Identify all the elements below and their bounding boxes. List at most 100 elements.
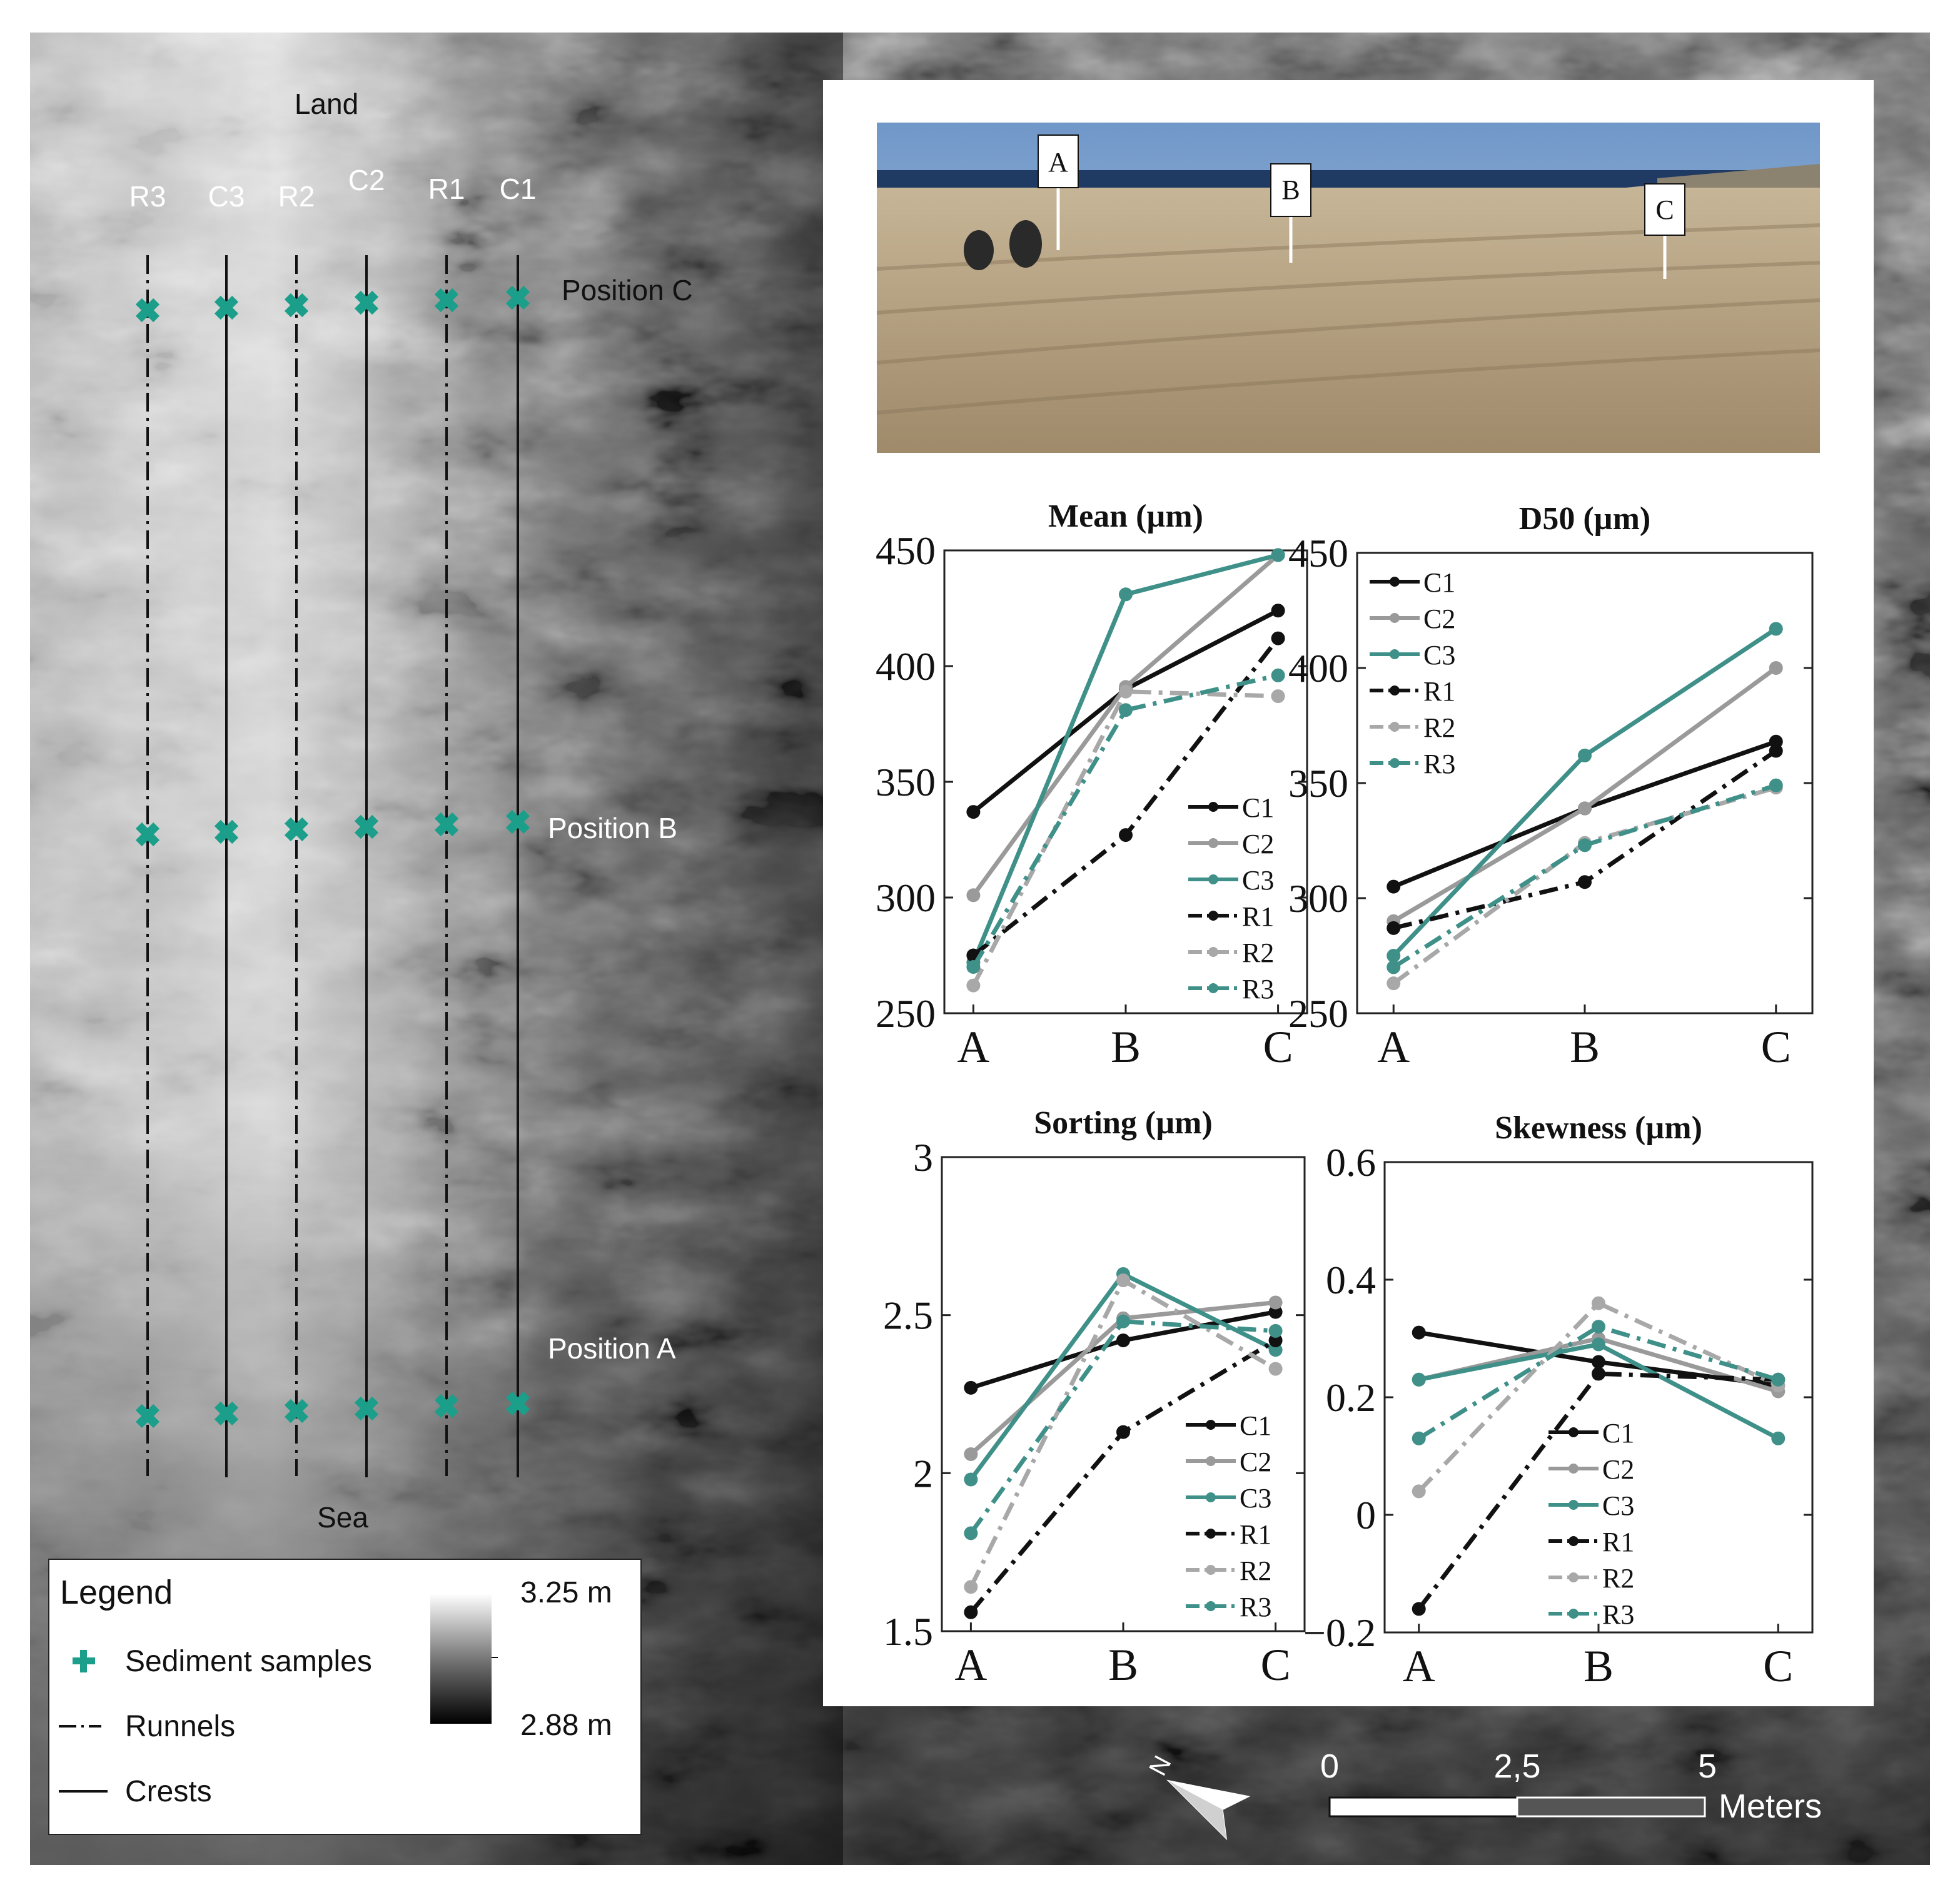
legend-swatch-marker [1206,1601,1216,1611]
data-point-r2 [1387,976,1401,991]
y-tick-label: 0.6 [1326,1140,1376,1185]
sample-marker [135,298,160,323]
transect-label-r1: R1 [428,173,465,205]
north-arrow-icon [1166,1779,1251,1841]
sample-marker [354,814,379,839]
scale-tick-2-5: 2,5 [1493,1748,1540,1785]
legend-label-r1: R1 [1602,1527,1634,1557]
data-point-r3 [1116,1314,1130,1328]
chart-3: Sorting (µm) 1.5 2 2.5 3 A B C C1 C2 C3 R1 R2 R3 [883,1105,1306,1690]
sample-marker [214,1401,239,1426]
data-point-c1 [966,805,981,819]
sample-marker [284,817,309,842]
data-point-r3 [1592,1320,1605,1334]
y-tick-label: 0 [1356,1493,1376,1537]
data-point-r1 [1387,921,1401,935]
legend-label-r2: R2 [1602,1563,1634,1594]
x-tick-label: A [957,1022,989,1072]
legend-swatch-marker [1569,1427,1579,1437]
data-point-c3 [1578,748,1592,762]
legend-swatch-marker [1208,947,1218,957]
y-tick-label: 2 [913,1451,933,1495]
legend-swatch-marker [1569,1572,1579,1582]
x-tick-label: A [1377,1022,1410,1072]
sample-marker [434,812,459,837]
data-point-c1 [1271,604,1285,618]
sample-marker [354,1396,379,1421]
series-line-r1 [1417,1371,1779,1611]
x-tick-label: B [1108,1640,1138,1690]
legend-label-r1: R1 [1240,1519,1271,1550]
svg-text:C: C [1655,195,1674,225]
data-point-r3 [1771,1372,1786,1387]
data-point-r2 [1116,1273,1130,1288]
position-label-c: Position C [562,274,693,306]
x-tick-label: C [1263,1022,1293,1072]
x-tick-label: C [1761,1022,1791,1072]
data-point-r3 [1268,1323,1283,1338]
legend: Legend Sediment samples Runnels Crests 3… [48,1559,642,1835]
transect-label-r3: R3 [129,180,166,213]
data-point-c2 [966,888,981,903]
legend-label-r2: R2 [1240,1556,1271,1586]
position-labels: Position C Position B Position A [548,274,693,1365]
land-label: Land [295,88,358,120]
legend-label-c1: C1 [1602,1418,1634,1449]
legend-label-runnels: Runnels [125,1710,235,1743]
legend-label-crests: Crests [125,1775,212,1808]
data-point-r3 [1387,960,1401,974]
x-tick-label: B [1111,1022,1141,1072]
legend-label-r1: R1 [1423,676,1455,707]
x-tick-label: B [1584,1641,1614,1691]
x-tick-label: C [1261,1640,1291,1690]
legend-swatch-marker [1206,1529,1216,1539]
legend-label-c2: C2 [1240,1447,1271,1477]
data-point-r1 [1592,1367,1605,1381]
chart-2: D50 (µm) 250 300 350 400 450 A B C C1 C2 C3 R1 R2 R3 [1288,501,1814,1072]
legend-swatch-marker [1390,649,1400,659]
legend-label-r2: R2 [1423,712,1455,743]
data-point-c1 [1116,1333,1130,1348]
position-label-a: Position A [548,1332,676,1365]
chart-title: D50 (µm) [1519,501,1650,537]
x-tick-label: A [954,1640,987,1690]
transect-label-c2: C2 [348,164,385,196]
legend-label-c3: C3 [1242,865,1274,896]
legend-swatch-marker [1569,1500,1579,1510]
sample-marker [354,290,379,315]
sediment-sample-markers [135,285,530,1429]
legend-label-c1: C1 [1242,792,1274,823]
photo-marker-C: C [1644,183,1685,279]
series-line-r3 [971,673,1279,968]
series-line-r2 [1417,1301,1779,1493]
sample-marker [284,293,309,318]
transect-labels: R3 C3 R2 C2 R1 C1 [129,164,537,213]
data-point-c2 [1268,1295,1283,1310]
legend-label-r2: R2 [1242,938,1274,968]
transect-label-r2: R2 [278,180,315,213]
data-point-c3 [1412,1372,1426,1387]
data-point-r1 [1268,1333,1283,1348]
elevation-max-label: 3.25 m [520,1576,612,1609]
sample-marker [505,1391,530,1416]
y-tick-label: 250 [1288,991,1348,1036]
y-tick-label: 2.5 [883,1293,933,1338]
y-tick-label: 350 [1288,761,1348,806]
photo-marker-B: B [1270,163,1311,263]
legend-label-c2: C2 [1242,829,1274,859]
map-area: Land Sea R3 C3 R2 C2 R1 C1 Position CPosition… [129,88,693,1534]
sample-marker [505,809,530,834]
elevation-min-label: 2.88 m [520,1709,612,1742]
legend-label-r3: R3 [1602,1599,1634,1630]
field-photo: A B C [876,123,1821,453]
y-tick-label: 250 [876,991,936,1036]
y-tick-label: 350 [876,760,936,804]
y-tick-label: 0.4 [1326,1258,1376,1302]
legend-swatch-marker [1208,983,1218,993]
series-line-r3 [969,1319,1276,1535]
data-point-c3 [1769,622,1783,636]
data-point-r3 [966,960,981,974]
legend-label-r3: R3 [1240,1592,1271,1622]
sea-label: Sea [317,1501,368,1534]
